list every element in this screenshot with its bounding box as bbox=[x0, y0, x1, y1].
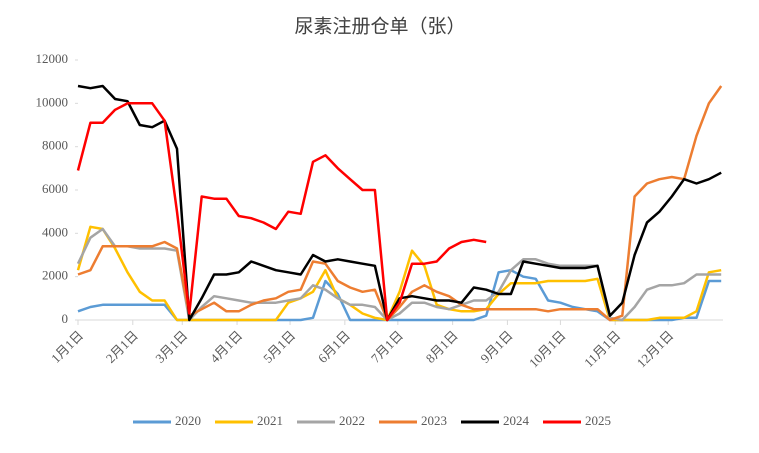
x-tick-label: 11月1日 bbox=[581, 328, 623, 370]
y-tick-label: 10000 bbox=[36, 94, 69, 109]
series-line bbox=[77, 84, 722, 322]
chart-title: 尿素注册仓单（张） bbox=[294, 16, 465, 38]
legend-label: 2021 bbox=[257, 413, 283, 428]
x-tick-label: 10月1日 bbox=[526, 328, 569, 371]
x-tick-label: 6月1日 bbox=[315, 328, 353, 366]
y-tick-label: 4000 bbox=[42, 224, 68, 239]
x-tick-label: 3月1日 bbox=[152, 328, 190, 366]
x-tick-label: 7月1日 bbox=[368, 328, 406, 366]
legend-label: 2025 bbox=[585, 413, 611, 428]
legend-label: 2022 bbox=[339, 413, 365, 428]
legend-label: 2020 bbox=[175, 413, 201, 428]
y-tick-label: 12000 bbox=[36, 51, 69, 66]
x-tick-label: 9月1日 bbox=[477, 328, 515, 366]
legend-label: 2023 bbox=[421, 413, 447, 428]
legend-label: 2024 bbox=[503, 413, 530, 428]
y-tick-label: 6000 bbox=[42, 181, 68, 196]
x-tick-label: 4月1日 bbox=[207, 328, 245, 366]
series-line bbox=[76, 225, 722, 322]
x-tick-label: 1月1日 bbox=[48, 328, 86, 366]
x-tick-label: 8月1日 bbox=[423, 328, 461, 366]
x-tick-label: 2月1日 bbox=[103, 328, 141, 366]
x-tick-label: 12月1日 bbox=[634, 328, 677, 371]
y-tick-label: 8000 bbox=[42, 138, 68, 153]
y-tick-label: 0 bbox=[62, 311, 69, 326]
y-tick-label: 2000 bbox=[42, 268, 68, 283]
series-line bbox=[76, 102, 487, 322]
x-tick-label: 5月1日 bbox=[260, 328, 298, 366]
series-line bbox=[77, 85, 723, 322]
